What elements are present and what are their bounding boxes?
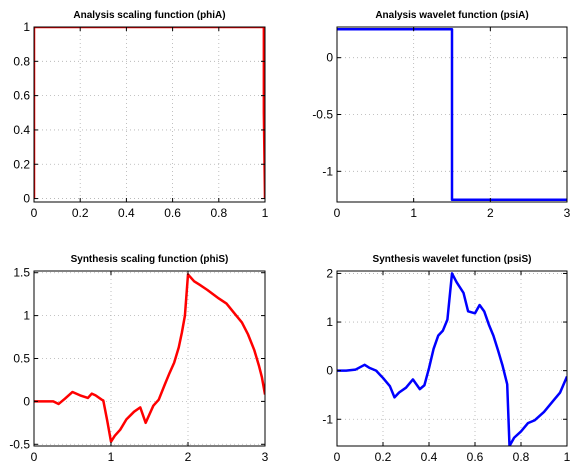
y-tick-label: 0.6 (13, 89, 30, 103)
y-tick-label: 0 (326, 51, 333, 65)
x-tick-label: 0.4 (421, 450, 438, 464)
y-tick-label: 1 (23, 309, 30, 323)
x-tick-label: 0 (31, 206, 38, 220)
axes-frame (336, 270, 568, 447)
subplot-title: Synthesis scaling function (phiS) (71, 254, 229, 265)
x-tick-label: 0.6 (467, 450, 484, 464)
x-tick-label: 1 (262, 206, 269, 220)
y-tick-label: 1 (326, 315, 333, 329)
subplot-4: 0 0.2 0.4 0.6 0.8 1 -1 0 1 2 Synthesis wavelet fun… (322, 254, 570, 464)
subplot-title: Analysis wavelet function (psiA) (375, 10, 528, 21)
x-tick-label: 2 (185, 450, 192, 464)
x-tick-label: 0.2 (375, 450, 392, 464)
x-tick-label: 1 (564, 450, 571, 464)
x-tick-label: 1 (410, 206, 417, 220)
y-tick-label: -1 (322, 164, 333, 178)
subplot-title: Analysis scaling function (phiA) (73, 10, 225, 21)
x-tick-label: 3 (564, 206, 571, 220)
y-tick-label: -1 (322, 412, 333, 426)
x-tick-label: 0.8 (513, 450, 530, 464)
y-tick-label: 1 (23, 20, 30, 34)
subplot-1: 0 0.2 0.4 0.6 0.8 1 0 0.2 0.4 0.6 0.8 1 Analysis sca… (13, 10, 268, 220)
series-line (34, 273, 265, 443)
axes-frame (33, 26, 266, 203)
x-tick-label: 0.8 (210, 206, 227, 220)
y-tick-label: 0 (23, 192, 30, 206)
x-tick-label: 0.6 (164, 206, 181, 220)
subplot-title: Synthesis wavelet function (psiS) (373, 254, 532, 265)
x-tick-label: 0.4 (118, 206, 135, 220)
y-tick-label: 0.4 (13, 123, 30, 137)
x-tick-label: 2 (487, 206, 494, 220)
x-tick-label: 0 (31, 450, 38, 464)
x-tick-label: 3 (262, 450, 269, 464)
axes-box (336, 270, 568, 447)
series-line (337, 28, 567, 201)
y-tick-label: 0 (23, 394, 30, 408)
x-tick-label: 0.2 (72, 206, 89, 220)
x-tick-label: 1 (108, 450, 115, 464)
axes-box (33, 26, 266, 203)
subplot-2: 0 1 2 3 0 -0.5 -1 Analysis wavelet function (ps… (312, 10, 570, 220)
y-tick-label: -0.5 (312, 108, 333, 122)
x-tick-label: 0 (334, 206, 341, 220)
series-line (34, 27, 265, 199)
y-tick-label: -0.5 (9, 437, 30, 451)
y-tick-label: 0 (326, 364, 333, 378)
y-tick-label: 0.2 (13, 157, 30, 171)
series-line (337, 272, 567, 446)
y-tick-label: 1.5 (13, 266, 30, 280)
y-tick-label: 2 (326, 266, 333, 280)
y-tick-label: 0.5 (13, 352, 30, 366)
x-tick-label: 0 (334, 450, 341, 464)
y-tick-label: 0.8 (13, 54, 30, 68)
